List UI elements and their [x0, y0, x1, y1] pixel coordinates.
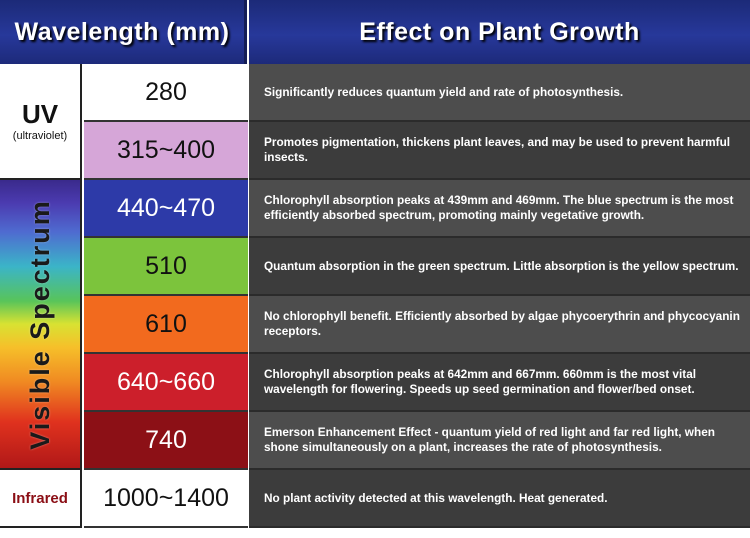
- visible-spectrum-label: Visible Spectrum: [24, 198, 55, 450]
- effect-cell: Quantum absorption in the green spectrum…: [249, 238, 750, 296]
- effect-cell: Emerson Enhancement Effect - quantum yie…: [249, 412, 750, 470]
- uv-group-label: UV (ultraviolet): [0, 64, 82, 180]
- effect-cell: Chlorophyll absorption peaks at 642mm an…: [249, 354, 750, 412]
- infrared-group-label: Infrared: [0, 470, 82, 528]
- effect-header: Effect on Plant Growth: [249, 0, 750, 64]
- effect-cell: Promotes pigmentation, thickens plant le…: [249, 122, 750, 180]
- wavelength-cell: 440~470: [84, 180, 248, 238]
- effect-cell: Chlorophyll absorption peaks at 439mm an…: [249, 180, 750, 238]
- wavelength-cell: 280: [84, 64, 248, 122]
- wavelength-cell: 740: [84, 412, 248, 470]
- effect-cell: No plant activity detected at this wavel…: [249, 470, 750, 528]
- uv-label: UV: [21, 99, 59, 129]
- effect-cell: Significantly reduces quantum yield and …: [249, 64, 750, 122]
- uv-sublabel: (ultraviolet): [12, 130, 68, 142]
- effect-cell: No chlorophyll benefit. Efficiently abso…: [249, 296, 750, 354]
- wavelength-cell: 610: [84, 296, 248, 354]
- wavelength-cell: 510: [84, 238, 248, 296]
- visible-spectrum-group-label: Visible Spectrum: [0, 180, 82, 470]
- wavelength-cell: 640~660: [84, 354, 248, 412]
- wavelength-cell: 315~400: [84, 122, 248, 180]
- infrared-label: Infrared: [12, 489, 68, 507]
- wavelength-header: Wavelength (mm): [0, 0, 247, 64]
- wavelength-cell: 1000~1400: [84, 470, 248, 528]
